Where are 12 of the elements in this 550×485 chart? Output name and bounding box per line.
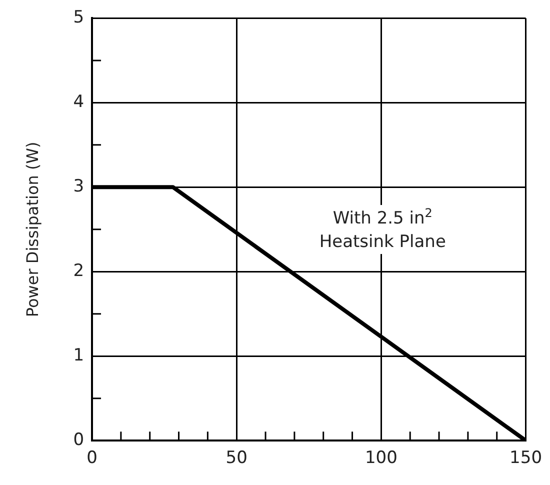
y-tick-label: 3 [73,176,84,197]
annotation: With 2.5 in$^{2}$ Heatsink Plane [308,205,458,254]
y-tick-label: 5 [73,8,84,28]
x-tick-label: 50 [226,448,248,468]
x-tick-label: 100 [364,448,398,468]
x-tick-label: 0 [86,448,98,468]
y-tick-label: 2 [73,261,84,282]
y-tick-label: 0 [73,430,84,450]
y-axis-title: Power Dissipation (W) [22,142,42,318]
x-tick-label: 150 [510,448,542,468]
y-tick-label: 4 [73,92,84,112]
y-tick-label: 1 [73,346,84,366]
